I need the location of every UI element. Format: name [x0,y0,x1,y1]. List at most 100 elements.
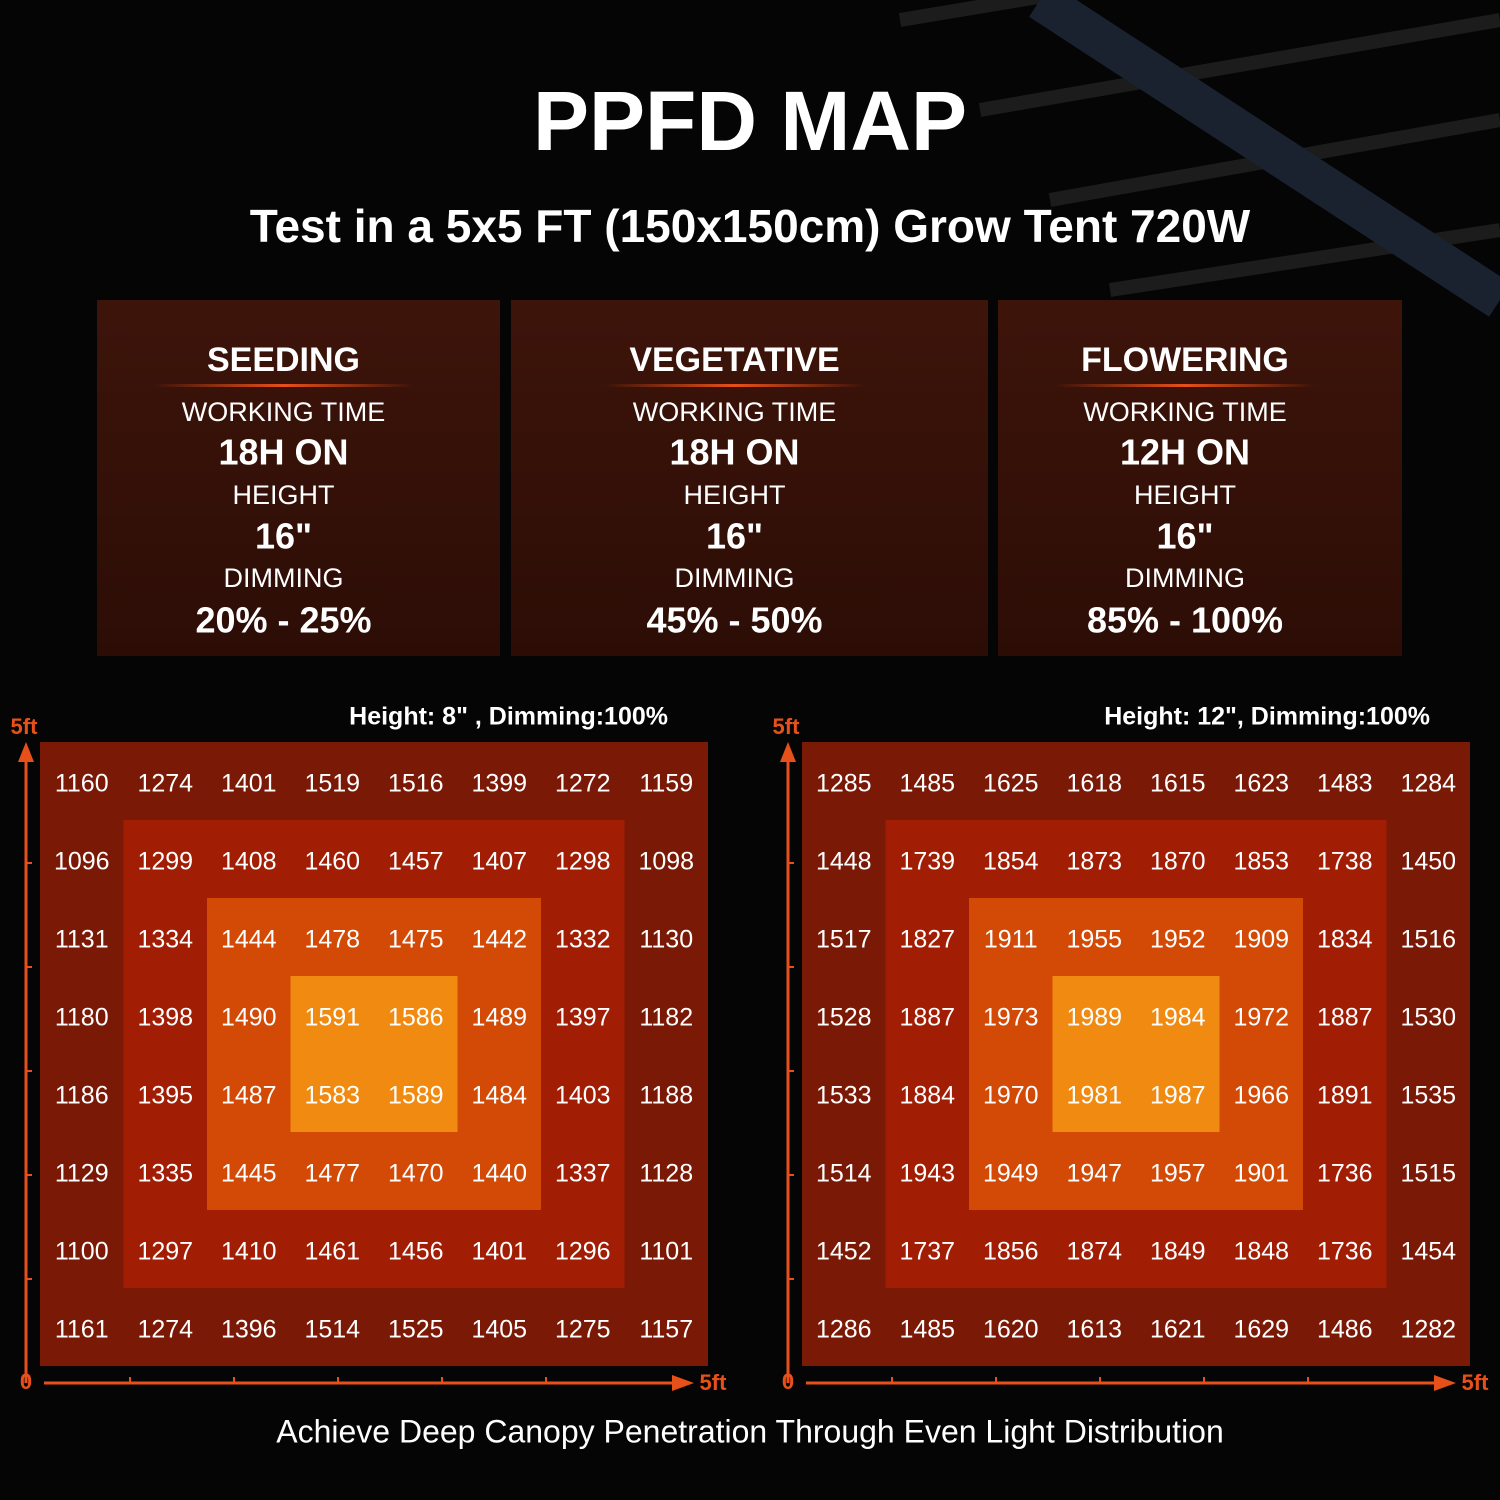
stage-time: 18H ON [218,432,348,473]
ppfd-value: 1286 [816,1316,872,1344]
footer: Achieve Deep Canopy Penetration Through … [276,1413,1224,1449]
ppfd-value: 1445 [221,1160,277,1188]
x-arrow [672,1375,694,1391]
ppfd-value: 1101 [639,1238,693,1266]
ppfd-value: 1955 [1066,926,1122,954]
stage-name: SEEDING [207,341,360,379]
ppfd-value: 1854 [983,848,1039,876]
stage-box [97,300,500,656]
ppfd-value: 1739 [899,848,955,876]
ppfd-value: 1947 [1066,1160,1122,1188]
ppfd-value: 1589 [388,1082,444,1110]
ppfd-value: 1972 [1233,1004,1289,1032]
stage-rule [153,384,414,387]
stage-height: 16" [255,516,312,557]
ppfd-value: 1337 [555,1160,611,1188]
ppfd-value: 1284 [1400,770,1456,798]
ppfd-value: 1457 [388,848,444,876]
stage-rule [1055,384,1315,387]
stage-height-label: HEIGHT [232,480,334,510]
ppfd-value: 1989 [1066,1004,1122,1032]
ppfd-value: 1401 [221,770,277,798]
stage-time-label: WORKING TIME [633,397,837,427]
ppfd-value: 1952 [1150,926,1206,954]
ppfd-value: 1444 [221,926,277,954]
stage-dimming-label: DIMMING [224,563,344,593]
ppfd-value: 1490 [221,1004,277,1032]
ppfd-value: 1970 [983,1082,1039,1110]
ppfd-value: 1332 [555,926,611,954]
map-caption: Height: 12", Dimming:100% [1104,703,1430,731]
stages: SEEDING WORKING TIME 18H ON HEIGHT 16" DIMMIN… [97,300,1402,656]
ppfd-value: 1272 [555,770,611,798]
ppfd-value: 1987 [1150,1082,1206,1110]
ppfd-value: 1981 [1066,1082,1122,1110]
stage-time: 18H ON [669,432,799,473]
ppfd-value: 1182 [639,1004,693,1032]
ppfd-value: 1486 [1317,1316,1373,1344]
zone [290,976,458,1132]
stage-height-label: HEIGHT [1134,480,1236,510]
ppfd-value: 1736 [1317,1238,1373,1266]
ppfd-value: 1911 [984,926,1038,954]
ppfd-value: 1098 [638,848,694,876]
ppfd-value: 1461 [304,1238,360,1266]
ppfd-value: 1621 [1150,1316,1206,1344]
ppfd-value: 1128 [639,1160,693,1188]
ppfd-value: 1887 [1317,1004,1373,1032]
axis-top-label: 5ft [773,714,801,739]
ppfd-value: 1477 [304,1160,360,1188]
ppfd-value: 1591 [304,1004,360,1032]
ppfd-value: 1335 [137,1160,193,1188]
stage-name: VEGETATIVE [629,341,839,379]
ppfd-value: 1100 [55,1238,109,1266]
ppfd-value: 1827 [899,926,955,954]
ppfd-value: 1478 [304,926,360,954]
ppfd-value: 1620 [983,1316,1039,1344]
axis-right-label: 5ft [700,1370,728,1395]
ppfd-value: 1615 [1150,770,1206,798]
ppfd-value: 1450 [1400,848,1456,876]
ppfd-value: 1485 [899,1316,955,1344]
ppfd-value: 1517 [816,926,872,954]
x-arrow [1434,1375,1456,1391]
stage-height: 16" [706,516,763,557]
stage-dimming: 20% - 25% [195,600,371,641]
stage-box [998,300,1402,656]
ppfd-value: 1470 [388,1160,444,1188]
ppfd-value: 1516 [1400,926,1456,954]
ppfd-value: 1618 [1066,770,1122,798]
ppfd-value: 1159 [639,770,693,798]
ppfd-value: 1514 [816,1160,872,1188]
zone [1052,976,1220,1132]
ppfd-value: 1410 [221,1238,277,1266]
ppfd-value: 1129 [55,1160,109,1188]
ppfd-value: 1586 [388,1004,444,1032]
ppfd-value: 1186 [55,1082,109,1110]
ppfd-value: 1298 [555,848,611,876]
ppfd-value: 1625 [983,770,1039,798]
ppfd-value: 1737 [899,1238,955,1266]
stage-height-label: HEIGHT [683,480,785,510]
ppfd-value: 1405 [471,1316,527,1344]
ppfd-value: 1282 [1400,1316,1456,1344]
ppfd-value: 1484 [471,1082,527,1110]
stage-time: 12H ON [1120,432,1250,473]
axis-top-label: 5ft [11,714,39,739]
ppfd-value: 1856 [983,1238,1039,1266]
stage-dimming: 85% - 100% [1087,600,1283,641]
ppfd-value: 1629 [1233,1316,1289,1344]
ppfd-value: 1460 [304,848,360,876]
ppfd-value: 1157 [639,1316,693,1344]
ppfd-value: 1874 [1066,1238,1122,1266]
map-caption: Height: 8" , Dimming:100% [349,703,668,731]
stage-rule [604,384,865,387]
maps: 1160 1274 1401 1519 1516 1399 1272 1159 1096 1299… [11,703,1490,1395]
ppfd-value: 1397 [555,1004,611,1032]
ppfd-value: 1736 [1317,1160,1373,1188]
ppfd-value: 1514 [304,1316,360,1344]
ppfd-value: 1285 [816,770,872,798]
stage-dimming-label: DIMMING [675,563,795,593]
ppfd-value: 1299 [137,848,193,876]
ppfd-value: 1296 [555,1238,611,1266]
